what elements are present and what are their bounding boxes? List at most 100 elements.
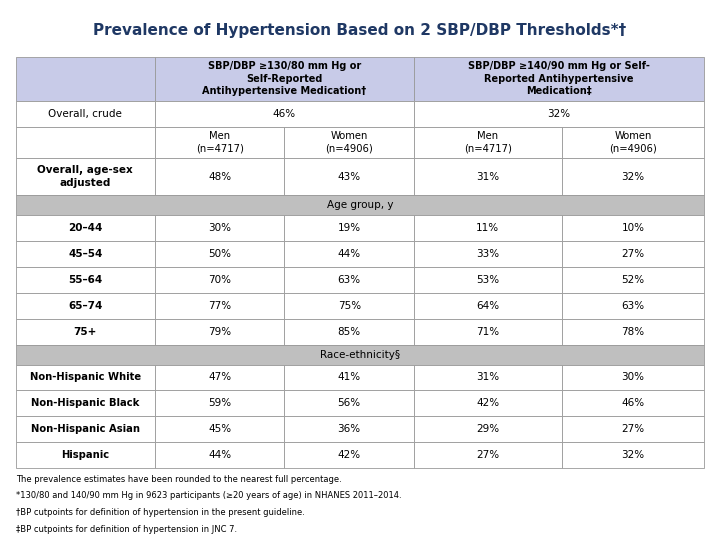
Text: Non-Hispanic Asian: Non-Hispanic Asian: [31, 424, 140, 434]
Text: 29%: 29%: [476, 424, 500, 434]
Text: 55–64: 55–64: [68, 275, 102, 285]
Text: 30%: 30%: [621, 373, 644, 382]
Bar: [562, 390, 704, 416]
Bar: [562, 215, 704, 241]
Bar: [414, 215, 562, 241]
Bar: [562, 364, 704, 390]
Bar: [155, 416, 284, 442]
Bar: [562, 267, 704, 293]
Text: 65–74: 65–74: [68, 301, 102, 311]
Text: ‡BP cutpoints for definition of hypertension in JNC 7.: ‡BP cutpoints for definition of hyperten…: [16, 525, 237, 534]
Text: 30%: 30%: [208, 224, 231, 233]
Bar: [16, 390, 155, 416]
Text: 78%: 78%: [621, 327, 644, 337]
Bar: [155, 442, 284, 468]
Bar: [284, 390, 414, 416]
Bar: [155, 101, 414, 127]
Bar: [284, 319, 414, 345]
Text: 53%: 53%: [476, 275, 500, 285]
Text: 43%: 43%: [338, 172, 361, 181]
Text: Non-Hispanic Black: Non-Hispanic Black: [31, 399, 140, 408]
Text: 32%: 32%: [547, 109, 571, 119]
Bar: [414, 416, 562, 442]
Text: 59%: 59%: [208, 399, 231, 408]
Text: 52%: 52%: [621, 275, 644, 285]
Text: 85%: 85%: [338, 327, 361, 337]
Text: Race-ethnicity§: Race-ethnicity§: [320, 350, 400, 360]
Bar: [155, 241, 284, 267]
Text: SBP/DBP ≥130/80 mm Hg or
Self-Reported
Antihypertensive Medication†: SBP/DBP ≥130/80 mm Hg or Self-Reported A…: [202, 62, 366, 96]
Bar: [284, 442, 414, 468]
Text: 42%: 42%: [338, 450, 361, 460]
Bar: [155, 293, 284, 319]
Bar: [414, 158, 562, 195]
Text: Overall, age-sex
adjusted: Overall, age-sex adjusted: [37, 165, 133, 188]
Bar: [16, 293, 155, 319]
Bar: [16, 345, 704, 364]
Text: 44%: 44%: [338, 249, 361, 259]
Text: The prevalence estimates have been rounded to the nearest full percentage.: The prevalence estimates have been round…: [16, 475, 341, 484]
Bar: [284, 364, 414, 390]
Text: 48%: 48%: [208, 172, 231, 181]
Text: Overall, crude: Overall, crude: [48, 109, 122, 119]
Bar: [562, 127, 704, 158]
Text: 63%: 63%: [621, 301, 644, 311]
Text: 71%: 71%: [476, 327, 500, 337]
Bar: [414, 267, 562, 293]
Text: 41%: 41%: [338, 373, 361, 382]
Bar: [414, 364, 562, 390]
Text: *130/80 and 140/90 mm Hg in 9623 participants (≥20 years of age) in NHANES 2011–: *130/80 and 140/90 mm Hg in 9623 partici…: [16, 491, 402, 501]
Text: 46%: 46%: [621, 399, 644, 408]
Text: 32%: 32%: [621, 172, 644, 181]
Bar: [414, 127, 562, 158]
Bar: [155, 390, 284, 416]
Text: Women
(n=4906): Women (n=4906): [609, 131, 657, 154]
Bar: [16, 364, 155, 390]
Bar: [155, 319, 284, 345]
Text: 75%: 75%: [338, 301, 361, 311]
Text: 31%: 31%: [476, 172, 500, 181]
Bar: [16, 442, 155, 468]
Text: 36%: 36%: [338, 424, 361, 434]
Bar: [155, 57, 414, 101]
Text: 11%: 11%: [476, 224, 500, 233]
Text: 77%: 77%: [208, 301, 231, 311]
Bar: [155, 215, 284, 241]
Text: 47%: 47%: [208, 373, 231, 382]
Bar: [155, 158, 284, 195]
Bar: [562, 319, 704, 345]
Bar: [16, 416, 155, 442]
Text: 45–54: 45–54: [68, 249, 102, 259]
Text: †BP cutpoints for definition of hypertension in the present guideline.: †BP cutpoints for definition of hyperten…: [16, 508, 305, 517]
Text: 19%: 19%: [338, 224, 361, 233]
Bar: [414, 293, 562, 319]
Text: 20–44: 20–44: [68, 224, 102, 233]
Bar: [562, 416, 704, 442]
Bar: [562, 241, 704, 267]
Text: 64%: 64%: [476, 301, 500, 311]
Bar: [155, 267, 284, 293]
Bar: [562, 158, 704, 195]
Bar: [284, 293, 414, 319]
Text: Hispanic: Hispanic: [61, 450, 109, 460]
Bar: [16, 241, 155, 267]
Text: 63%: 63%: [338, 275, 361, 285]
Text: Non-Hispanic White: Non-Hispanic White: [30, 373, 141, 382]
Text: 50%: 50%: [208, 249, 231, 259]
Text: 45%: 45%: [208, 424, 231, 434]
Bar: [284, 241, 414, 267]
Text: Men
(n=4717): Men (n=4717): [196, 131, 243, 154]
Text: 46%: 46%: [273, 109, 296, 119]
Bar: [284, 215, 414, 241]
Text: 33%: 33%: [476, 249, 500, 259]
Text: 27%: 27%: [621, 249, 644, 259]
Text: 79%: 79%: [208, 327, 231, 337]
Bar: [16, 127, 155, 158]
Bar: [284, 127, 414, 158]
Text: Women
(n=4906): Women (n=4906): [325, 131, 373, 154]
Bar: [414, 319, 562, 345]
Bar: [16, 215, 155, 241]
Bar: [284, 416, 414, 442]
Text: Prevalence of Hypertension Based on 2 SBP/DBP Thresholds*†: Prevalence of Hypertension Based on 2 SB…: [94, 23, 626, 38]
Bar: [16, 57, 155, 101]
